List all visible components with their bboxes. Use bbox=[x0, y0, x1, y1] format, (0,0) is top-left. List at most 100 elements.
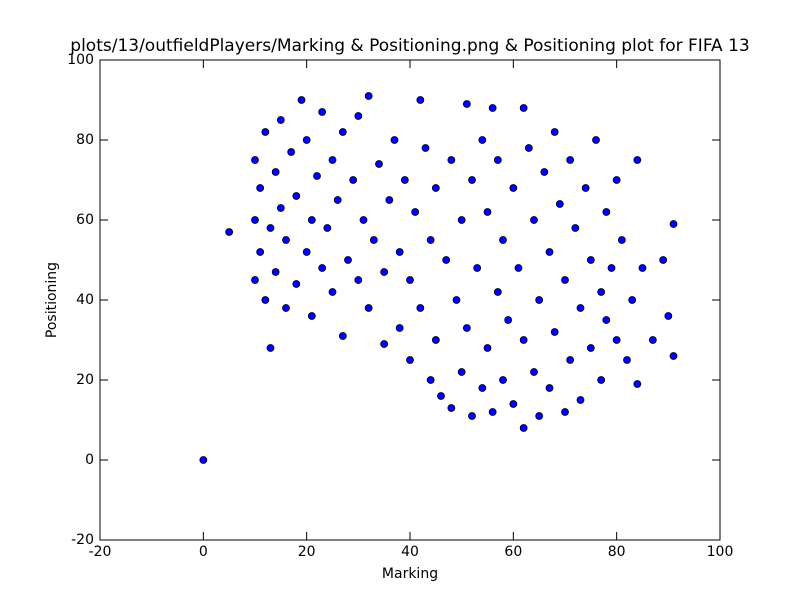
point bbox=[431, 336, 440, 344]
point bbox=[524, 144, 533, 152]
point bbox=[628, 296, 637, 304]
point bbox=[452, 296, 461, 304]
point bbox=[483, 208, 492, 216]
point bbox=[457, 216, 466, 224]
point bbox=[602, 208, 611, 216]
point bbox=[457, 368, 466, 376]
point bbox=[545, 248, 554, 256]
point bbox=[633, 380, 642, 388]
point bbox=[499, 236, 507, 244]
point bbox=[416, 96, 425, 104]
point bbox=[406, 276, 414, 284]
point bbox=[344, 256, 352, 264]
point bbox=[287, 148, 296, 156]
point bbox=[400, 176, 409, 184]
point bbox=[530, 216, 538, 224]
point bbox=[421, 144, 430, 152]
point bbox=[597, 376, 606, 384]
point bbox=[380, 340, 389, 348]
point bbox=[390, 136, 399, 144]
point bbox=[431, 184, 440, 192]
point bbox=[519, 424, 528, 432]
x-tick-label: 40 bbox=[401, 544, 419, 560]
point bbox=[493, 288, 502, 296]
chart-title: plots/13/outfieldPlayers/Marking & Posit… bbox=[70, 36, 749, 56]
x-tick-label: 80 bbox=[608, 544, 626, 560]
point bbox=[261, 296, 270, 304]
y-tick-label: 100 bbox=[67, 52, 94, 68]
point bbox=[561, 276, 569, 284]
point bbox=[251, 216, 259, 224]
x-axis-label: Marking bbox=[382, 566, 438, 582]
y-tick-label: 20 bbox=[76, 372, 94, 388]
x-tick-label: 100 bbox=[707, 544, 734, 560]
point bbox=[349, 176, 358, 184]
x-tick-label: 60 bbox=[504, 544, 522, 560]
point bbox=[318, 108, 327, 116]
point bbox=[462, 100, 471, 108]
point bbox=[504, 316, 513, 324]
point bbox=[225, 228, 234, 236]
point bbox=[514, 264, 523, 272]
y-tick-label: 80 bbox=[76, 132, 94, 148]
point bbox=[282, 304, 290, 312]
point bbox=[602, 316, 611, 324]
point bbox=[468, 176, 476, 184]
point bbox=[426, 236, 435, 244]
point bbox=[483, 344, 492, 352]
y-tick-label: 0 bbox=[85, 452, 94, 468]
point bbox=[333, 196, 342, 204]
point bbox=[416, 304, 425, 312]
point bbox=[669, 220, 678, 228]
point bbox=[406, 356, 414, 364]
point bbox=[555, 200, 564, 208]
point bbox=[302, 248, 311, 256]
point bbox=[364, 92, 373, 100]
point bbox=[623, 356, 631, 364]
point bbox=[395, 324, 404, 332]
point bbox=[509, 400, 518, 408]
point bbox=[271, 268, 280, 276]
point bbox=[561, 408, 569, 416]
point bbox=[566, 356, 575, 364]
point bbox=[488, 408, 497, 416]
point bbox=[251, 276, 259, 284]
point bbox=[488, 104, 497, 112]
point bbox=[499, 376, 507, 384]
point bbox=[307, 216, 316, 224]
point bbox=[478, 136, 487, 144]
point bbox=[307, 312, 316, 320]
point bbox=[442, 256, 451, 264]
point bbox=[597, 288, 606, 296]
point bbox=[571, 224, 580, 232]
point bbox=[338, 332, 347, 340]
point bbox=[592, 136, 600, 144]
point bbox=[364, 304, 373, 312]
point bbox=[509, 184, 518, 192]
point bbox=[535, 412, 544, 420]
y-tick-label: -20 bbox=[71, 532, 94, 548]
point bbox=[664, 312, 673, 320]
point bbox=[462, 324, 471, 332]
point bbox=[468, 412, 476, 420]
point bbox=[251, 156, 259, 164]
point bbox=[638, 264, 647, 272]
point bbox=[297, 96, 306, 104]
point bbox=[354, 276, 363, 284]
point bbox=[302, 136, 311, 144]
point bbox=[261, 128, 270, 136]
point bbox=[282, 236, 290, 244]
point bbox=[199, 456, 208, 464]
x-tick-label: 20 bbox=[298, 544, 316, 560]
point bbox=[478, 384, 487, 392]
point bbox=[607, 264, 616, 272]
point bbox=[271, 168, 280, 176]
point bbox=[359, 216, 368, 224]
point bbox=[581, 184, 590, 192]
point bbox=[586, 256, 595, 264]
point bbox=[318, 264, 327, 272]
point bbox=[426, 376, 435, 384]
x-tick-label: -20 bbox=[89, 544, 112, 560]
y-axis-label: Positioning bbox=[44, 262, 60, 338]
